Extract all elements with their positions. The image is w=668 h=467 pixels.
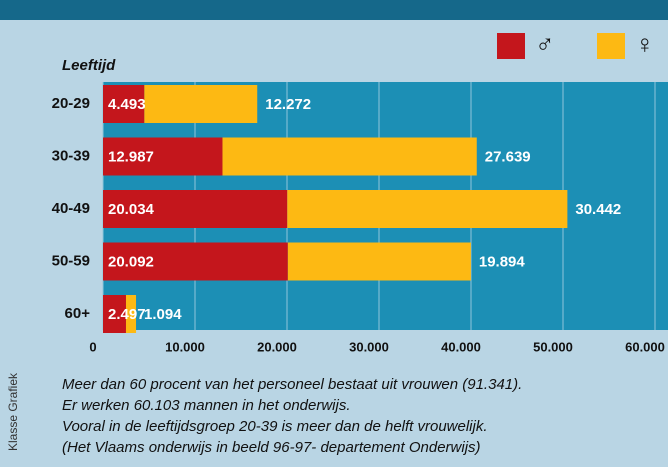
value-label: 12.987	[108, 148, 154, 165]
x-tick-label: 40.000	[441, 339, 481, 354]
bar-segment	[103, 85, 145, 123]
value-label: 1.094	[144, 306, 182, 323]
y-axis-label: Leeftijd	[62, 57, 116, 74]
legend-swatch	[597, 33, 625, 59]
x-tick-label: 20.000	[257, 339, 297, 354]
bar-segment	[144, 85, 258, 123]
value-label: 20.092	[108, 253, 154, 270]
category-label: 50-59	[52, 252, 90, 269]
value-label: 20.034	[108, 201, 155, 218]
bar-segment	[103, 242, 288, 281]
source: Klasse Grafiek	[6, 372, 20, 451]
category-label: 20-29	[52, 95, 90, 112]
x-tick-label: 30.000	[349, 339, 389, 354]
bar-segment	[103, 190, 288, 228]
bar-segment	[103, 137, 223, 176]
value-label: 19.894	[479, 253, 526, 270]
note: Meer dan 60 procent van het personeel be…	[62, 376, 522, 393]
note: (Het Vlaams onderwijs in beeld 96-97- de…	[62, 439, 481, 456]
x-tick-label: 50.000	[533, 339, 573, 354]
value-label: 27.639	[485, 148, 531, 165]
category-label: 40-49	[52, 200, 90, 217]
bar-segment	[287, 190, 568, 228]
legend-label: ♀	[635, 29, 655, 59]
bar-segment	[287, 242, 471, 281]
x-tick-label: 0	[89, 339, 96, 354]
bar-segment	[222, 137, 477, 176]
x-tick-label: 60.000	[625, 339, 665, 354]
category-label: 30-39	[52, 147, 90, 164]
x-tick-label: 10.000	[165, 339, 205, 354]
bar-segment	[103, 295, 126, 333]
value-label: 30.442	[575, 201, 621, 218]
note: Vooral in de leeftijdsgroep 20-39 is mee…	[62, 418, 488, 435]
value-label: 12.272	[265, 96, 311, 113]
legend-swatch	[497, 33, 525, 59]
value-label: 4.493	[108, 96, 146, 113]
legend-label: ♂	[535, 29, 555, 59]
category-label: 60+	[65, 305, 91, 322]
note: Er werken 60.103 mannen in het onderwijs…	[62, 397, 351, 414]
value-label: 2.497	[108, 306, 146, 323]
top-band	[0, 0, 668, 20]
bar-segment	[125, 295, 137, 333]
